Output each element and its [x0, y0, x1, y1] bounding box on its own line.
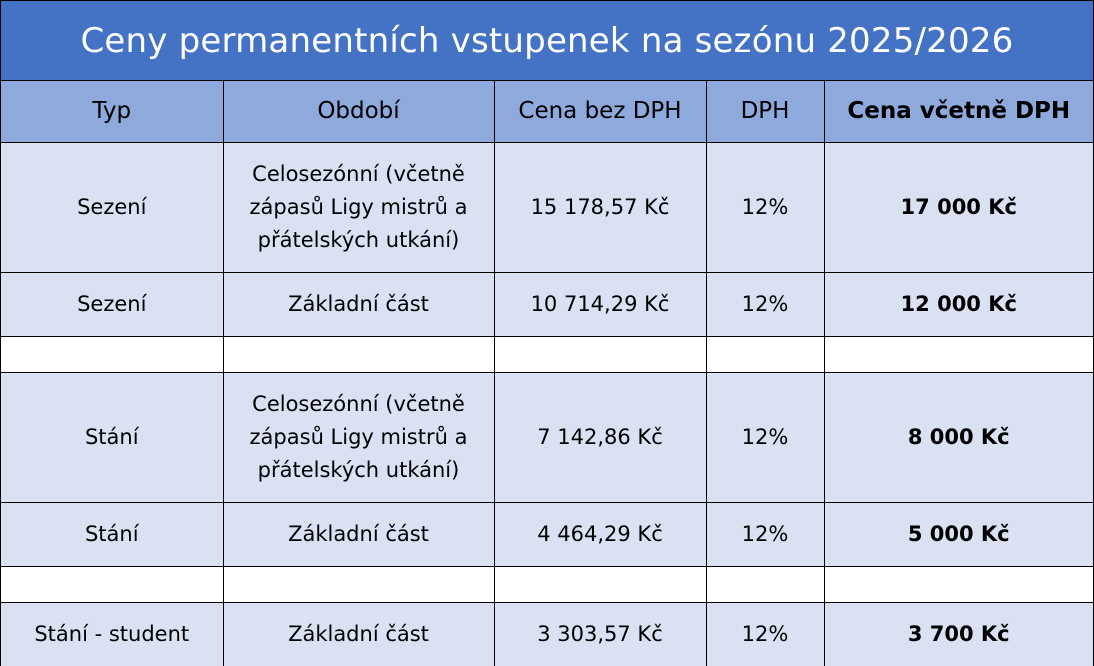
cell-obdobi: Základní část [222, 271, 495, 337]
header-cena-vcetne-dph: Cena včetně DPH [823, 81, 1093, 143]
header-dph: DPH [705, 81, 825, 143]
table-row: Stání - student Základní část 3 303,57 K… [1, 601, 1093, 666]
table-row: Stání Celosezónní (včetně zápasů Ligy mi… [1, 371, 1093, 503]
header-row: Typ Období Cena bez DPH DPH Cena včetně … [1, 81, 1093, 143]
cell-cena-vcetne-dph: 17 000 Kč [823, 141, 1093, 273]
table-row: Sezení Základní část 10 714,29 Kč 12% 12… [1, 271, 1093, 337]
cell-cena-bez-dph: 4 464,29 Kč [493, 501, 707, 567]
spacer-cell [493, 565, 707, 603]
spacer-cell [1, 335, 224, 373]
spacer-cell [493, 335, 707, 373]
cell-cena-bez-dph: 3 303,57 Kč [493, 601, 707, 666]
cell-dph: 12% [705, 371, 825, 503]
cell-typ: Stání [1, 371, 224, 503]
cell-dph: 12% [705, 271, 825, 337]
cell-cena-bez-dph: 10 714,29 Kč [493, 271, 707, 337]
cell-typ: Stání [1, 501, 224, 567]
spacer-cell [222, 565, 495, 603]
cell-obdobi: Celosezónní (včetně zápasů Ligy mistrů a… [222, 371, 495, 503]
cell-obdobi: Celosezónní (včetně zápasů Ligy mistrů a… [222, 141, 495, 273]
price-table: Typ Období Cena bez DPH DPH Cena včetně … [1, 81, 1093, 666]
spacer-cell [823, 565, 1093, 603]
header-typ: Typ [1, 81, 224, 143]
spacer-row [1, 565, 1093, 603]
cell-cena-bez-dph: 15 178,57 Kč [493, 141, 707, 273]
spacer-cell [705, 335, 825, 373]
spacer-cell [705, 565, 825, 603]
table-row: Stání Základní část 4 464,29 Kč 12% 5 00… [1, 501, 1093, 567]
cell-dph: 12% [705, 141, 825, 273]
cell-dph: 12% [705, 601, 825, 666]
cell-cena-vcetne-dph: 8 000 Kč [823, 371, 1093, 503]
cell-dph: 12% [705, 501, 825, 567]
cell-cena-vcetne-dph: 12 000 Kč [823, 271, 1093, 337]
cell-obdobi: Základní část [222, 501, 495, 567]
spacer-row [1, 335, 1093, 373]
header-obdobi: Období [222, 81, 495, 143]
spacer-cell [222, 335, 495, 373]
table-row: Sezení Celosezónní (včetně zápasů Ligy m… [1, 141, 1093, 273]
header-cena-bez-dph: Cena bez DPH [493, 81, 707, 143]
spacer-cell [1, 565, 224, 603]
cell-cena-vcetne-dph: 3 700 Kč [823, 601, 1093, 666]
cell-cena-bez-dph: 7 142,86 Kč [493, 371, 707, 503]
spacer-cell [823, 335, 1093, 373]
cell-cena-vcetne-dph: 5 000 Kč [823, 501, 1093, 567]
cell-typ: Sezení [1, 141, 224, 273]
cell-obdobi: Základní část [222, 601, 495, 666]
cell-typ: Sezení [1, 271, 224, 337]
cell-typ: Stání - student [1, 601, 224, 666]
table-title: Ceny permanentních vstupenek na sezónu 2… [1, 1, 1093, 81]
